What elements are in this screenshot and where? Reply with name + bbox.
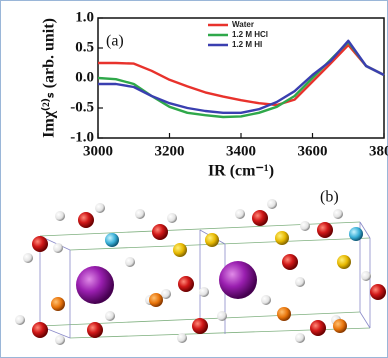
y-axis-title: Imχ⁽²⁾ₛ (arb. unit) xyxy=(41,18,58,138)
iodide-ion xyxy=(219,261,257,299)
x-axis-title: IR (cm⁻¹) xyxy=(208,163,274,180)
x-tick-label: 3200 xyxy=(155,143,185,159)
x-tick-label: 3000 xyxy=(83,143,113,159)
panel-label: (a) xyxy=(106,33,124,50)
legend-label: 1.2 M HI xyxy=(232,40,262,49)
y-tick-label: 0.5 xyxy=(75,39,94,55)
x-tick-label: 3800 xyxy=(369,143,388,159)
x-tick-label: 3600 xyxy=(298,143,328,159)
y-tick-label: 0.0 xyxy=(75,69,94,85)
cyan-atom xyxy=(105,233,119,247)
figure: (b) xyxy=(0,0,388,358)
cyan-atom xyxy=(349,227,363,241)
panel-label: (b) xyxy=(320,189,339,206)
y-tick-label: -0.5 xyxy=(70,99,94,115)
x-tick-label: 3400 xyxy=(226,143,256,159)
page: {"chart_data": {"type": "line", "y_label… xyxy=(0,0,388,358)
legend-label: 1.2 M HCl xyxy=(232,30,268,39)
y-tick-label: 1.0 xyxy=(75,9,94,25)
iodide-ion xyxy=(76,266,114,304)
legend-label: Water xyxy=(232,20,254,29)
